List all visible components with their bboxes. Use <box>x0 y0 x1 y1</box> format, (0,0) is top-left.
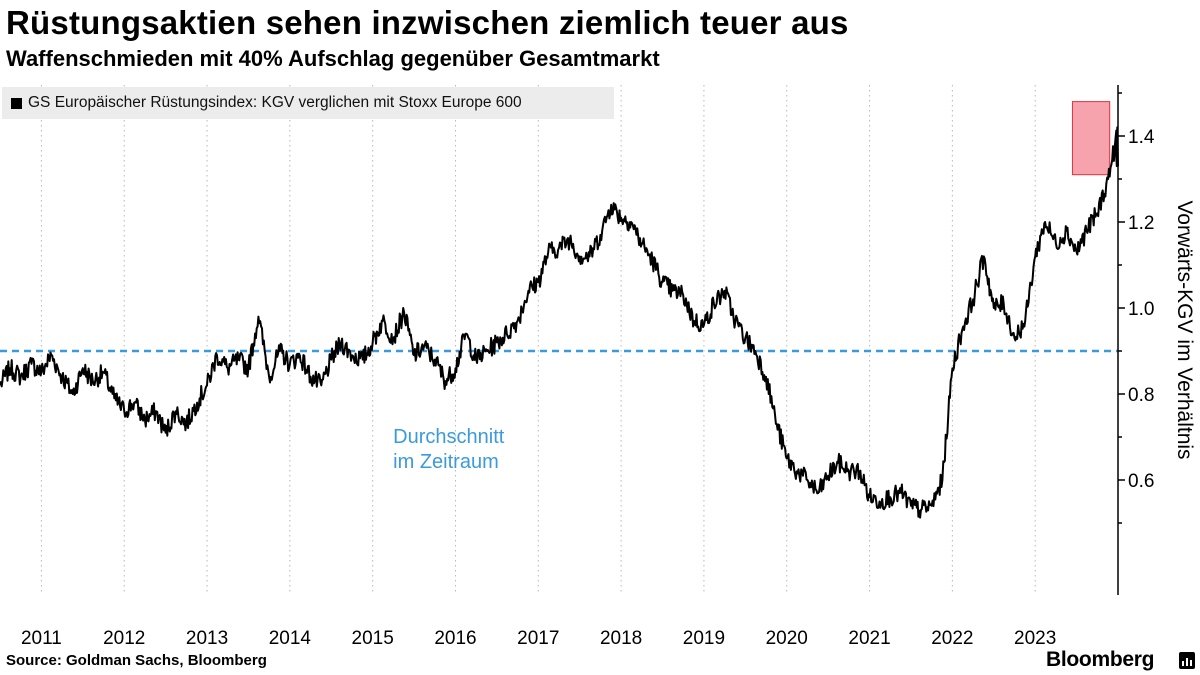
series-line <box>0 126 1119 519</box>
average-annotation-line2: im Zeitraum <box>393 451 499 473</box>
y-tick-label: 1.4 <box>1128 127 1155 148</box>
x-tick-label: 2017 <box>517 628 559 649</box>
y-axis-label: Vorwärts-KGV im Verhältnis <box>1173 200 1196 459</box>
x-tick-label: 2021 <box>848 628 890 649</box>
source-note: Source: Goldman Sachs, Bloomberg <box>6 652 267 669</box>
year-grid-lines <box>40 85 1036 595</box>
legend-swatch-icon <box>11 97 22 109</box>
y-tick-label: 0.8 <box>1128 385 1154 406</box>
x-tick-label: 2013 <box>186 628 228 649</box>
x-axis-tick-labels: 2011 2012 2013 2014 2015 2016 2017 2018 2019 2020… <box>21 628 1056 649</box>
x-tick-label: 2019 <box>683 628 725 649</box>
x-tick-label: 2012 <box>103 628 145 649</box>
bloomberg-logo: Bloomberg <box>1046 648 1155 671</box>
legend-label: GS Europäischer Rüstungsindex: KGV vergl… <box>28 94 522 111</box>
average-annotation-line1: Durchschnitt <box>393 426 505 448</box>
legend: GS Europäischer Rüstungsindex: KGV vergl… <box>2 87 614 119</box>
y-tick-label: 1.0 <box>1128 299 1154 320</box>
x-tick-label: 2018 <box>600 628 642 649</box>
x-tick-label: 2023 <box>1014 628 1056 649</box>
x-tick-label: 2011 <box>21 628 62 649</box>
x-tick-label: 2014 <box>269 628 312 649</box>
highlight-box <box>1071 101 1111 176</box>
bloomberg-terminal-icon <box>1179 652 1195 669</box>
y-axis: 0.6 0.8 1.0 1.2 1.4 <box>1117 85 1155 595</box>
chart-subtitle: Waffenschmieden mit 40% Aufschlag gegenü… <box>6 46 660 71</box>
x-tick-label: 2016 <box>434 628 476 649</box>
x-tick-label: 2022 <box>931 628 973 649</box>
y-tick-label: 1.2 <box>1128 213 1154 234</box>
x-tick-label: 2015 <box>352 628 394 649</box>
y-tick-label: 0.6 <box>1128 471 1154 492</box>
x-tick-label: 2020 <box>766 628 808 649</box>
chart-title: Rüstungsaktien sehen inzwischen ziemlich… <box>6 4 849 41</box>
